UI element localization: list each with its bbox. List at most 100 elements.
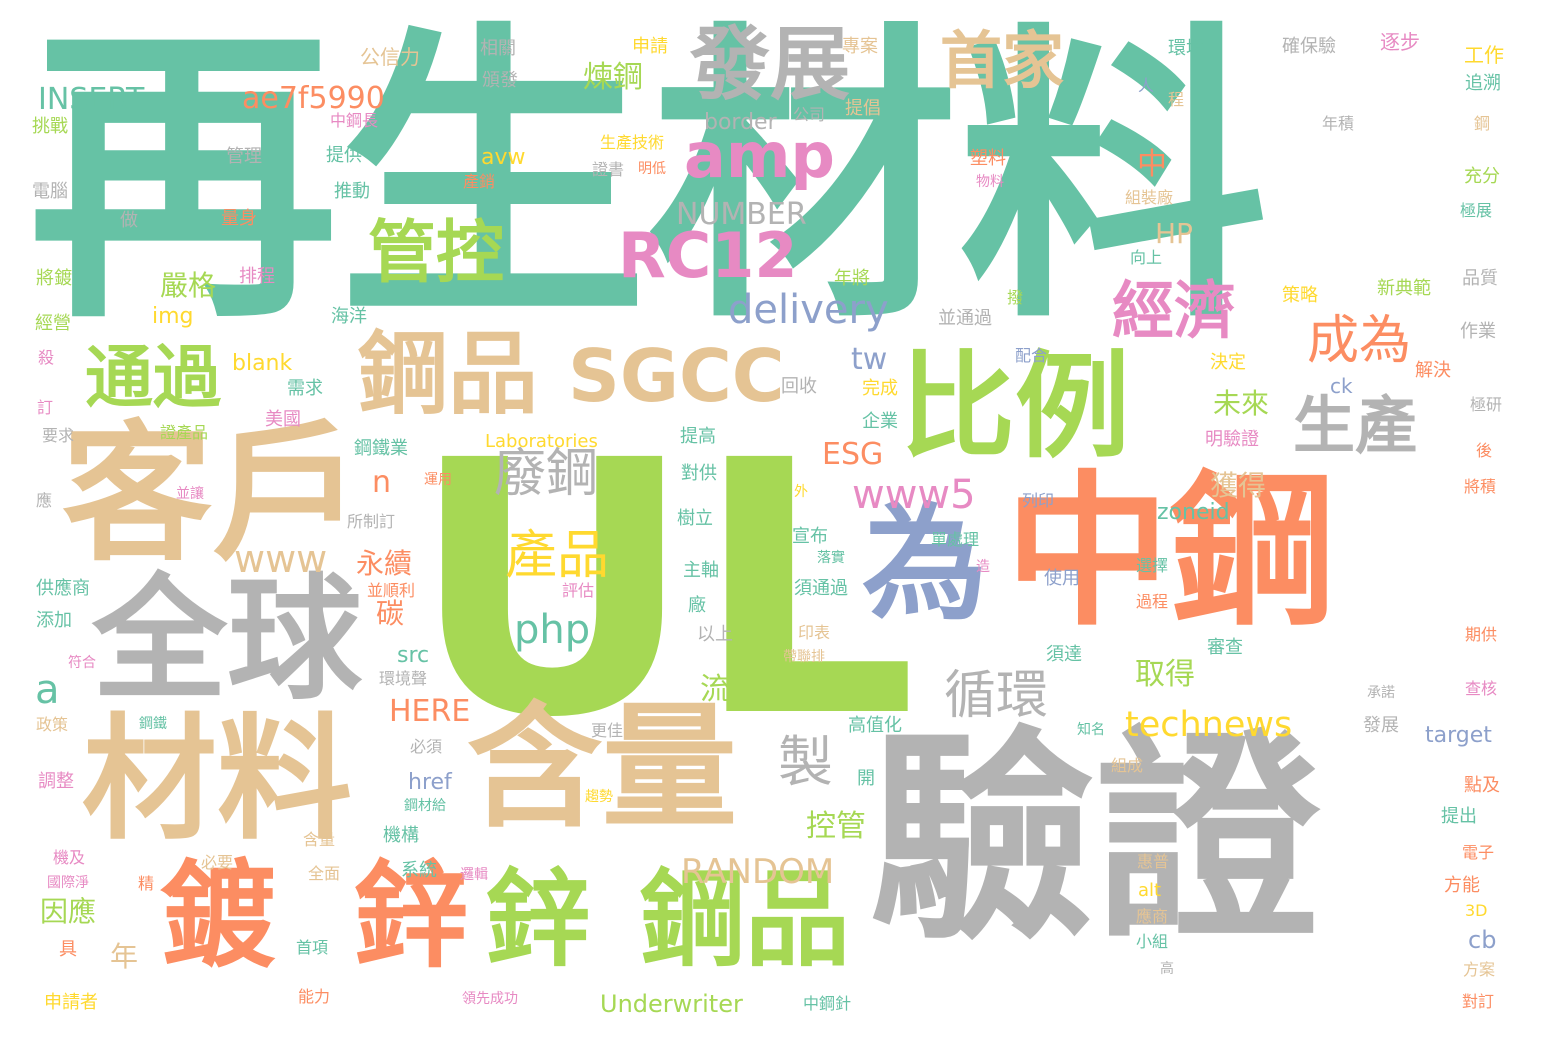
cloud-word: ESG — [822, 437, 884, 472]
cloud-word: 申請 — [632, 36, 668, 57]
cloud-word: 提出 — [1441, 806, 1477, 827]
cloud-word: 中 — [1137, 147, 1167, 182]
cloud-word: 須達 — [1046, 644, 1082, 665]
cloud-word: blank — [232, 351, 293, 376]
cloud-word: 單處理 — [931, 530, 980, 549]
cloud-word: 為 — [862, 492, 987, 637]
cloud-word: 推動 — [334, 181, 370, 202]
cloud-word: 極展 — [1460, 201, 1493, 220]
cloud-word: 查核 — [1465, 679, 1498, 698]
cloud-word: 比例 — [900, 340, 1131, 474]
cloud-word: 添加 — [36, 610, 72, 631]
cloud-word: 電腦 — [32, 181, 68, 202]
cloud-word: 趨勢 — [585, 789, 613, 805]
cloud-word: 明驗證 — [1205, 429, 1259, 450]
cloud-word: 公司 — [793, 105, 826, 124]
cloud-word: 審查 — [1207, 637, 1243, 658]
cloud-word: 鋼鐵業 — [354, 438, 408, 459]
cloud-word: 期供 — [1465, 625, 1498, 644]
cloud-word: n — [372, 465, 392, 500]
cloud-word: SGCC — [568, 334, 785, 418]
cloud-word: 需求 — [287, 378, 323, 399]
cloud-word: 永續 — [356, 547, 413, 580]
cloud-word: 獲得 — [1210, 469, 1267, 502]
cloud-word: 必須 — [410, 737, 443, 756]
cloud-word: 鋼品 — [640, 859, 851, 981]
cloud-word: 再生材料 — [28, 0, 1268, 360]
cloud-word: 證書 — [592, 160, 625, 179]
cloud-word: 對訂 — [1462, 992, 1495, 1011]
cloud-word: 組成 — [1111, 756, 1144, 775]
cloud-word: 鋅 — [353, 850, 469, 984]
cloud-word: 煉鋼 — [583, 60, 643, 95]
cloud-word: 驗證 — [870, 709, 1320, 971]
cloud-word: 提倡 — [845, 98, 881, 119]
cloud-word: 鋼材給 — [404, 798, 446, 814]
cloud-word: 鋅 — [485, 859, 591, 981]
cloud-word: 要求 — [42, 426, 75, 445]
cloud-word: 客戶 — [62, 408, 363, 582]
cloud-word: 必要 — [201, 853, 234, 872]
cloud-word: 配合 — [1015, 346, 1048, 365]
cloud-word: 以上 — [697, 624, 733, 645]
cloud-word: 環境 — [1168, 38, 1204, 59]
cloud-word: 解決 — [1415, 360, 1451, 381]
cloud-word: 電子 — [1462, 843, 1495, 862]
cloud-word: 落實 — [817, 550, 845, 566]
cloud-word: amp — [684, 119, 835, 192]
cloud-word: 中鋼 — [1005, 456, 1335, 648]
cloud-word: 含量 — [467, 689, 737, 846]
cloud-word: 並通過 — [938, 308, 992, 329]
cloud-word: 排程 — [239, 266, 275, 287]
cloud-word: 發展 — [690, 18, 850, 111]
cloud-word: 高值化 — [848, 715, 902, 736]
cloud-word: ae7f5990 — [242, 81, 385, 116]
cloud-word: 訂 — [37, 398, 54, 417]
cloud-word: 工作 — [1464, 43, 1504, 67]
cloud-word: 向上 — [1130, 248, 1163, 267]
cloud-word: 管理 — [226, 146, 262, 167]
cloud-word: 含量 — [303, 830, 336, 849]
cloud-word: 撥 — [1007, 288, 1024, 307]
cloud-word: 後 — [1476, 441, 1493, 460]
cloud-word: 主軸 — [683, 560, 719, 581]
cloud-word: 企業 — [862, 411, 898, 432]
cloud-word: tw — [851, 342, 888, 377]
cloud-word: 方案 — [1463, 960, 1496, 979]
cloud-word: HERE — [389, 694, 471, 729]
cloud-word: 策略 — [1282, 285, 1318, 306]
cloud-word: technews — [1125, 705, 1293, 745]
cloud-word: RC12 — [618, 219, 798, 292]
cloud-word: 鋼鐵 — [139, 716, 167, 732]
cloud-word: php — [514, 607, 591, 653]
cloud-word: 確保驗 — [1282, 36, 1336, 57]
cloud-word: border — [704, 110, 777, 135]
cloud-word: 符合 — [68, 655, 96, 671]
cloud-word: 惠普 — [1137, 852, 1170, 871]
cloud-word: 製 — [778, 730, 834, 794]
cloud-word: 做 — [120, 210, 138, 231]
cloud-word: 點及 — [1464, 775, 1500, 796]
cloud-word: 新典範 — [1377, 278, 1431, 299]
cloud-word: 選擇 — [1136, 556, 1169, 575]
cloud-word: 挑戰 — [32, 116, 68, 137]
cloud-word: 精 — [138, 874, 155, 893]
cloud-word: 專案 — [842, 36, 878, 57]
cloud-word: 須通過 — [794, 578, 848, 599]
cloud-word: 中鋼針 — [803, 994, 852, 1013]
cloud-word: 組裝廠 — [1125, 188, 1174, 207]
cloud-word: 逐步 — [1380, 30, 1420, 54]
cloud-word: 產品 — [505, 526, 610, 586]
cloud-word: 高 — [1160, 961, 1174, 977]
cloud-word: 樹立 — [677, 508, 713, 529]
cloud-word: 充分 — [1464, 166, 1500, 187]
cloud-word: delivery — [728, 287, 889, 333]
cloud-word: www5 — [852, 472, 976, 518]
cloud-word: 供應商 — [36, 578, 90, 599]
cloud-word: 因應 — [40, 895, 97, 928]
cloud-word: 開 — [857, 768, 875, 789]
cloud-word: href — [408, 770, 452, 795]
cloud-word: 發展 — [1363, 715, 1399, 736]
cloud-word: 首家 — [940, 24, 1065, 97]
